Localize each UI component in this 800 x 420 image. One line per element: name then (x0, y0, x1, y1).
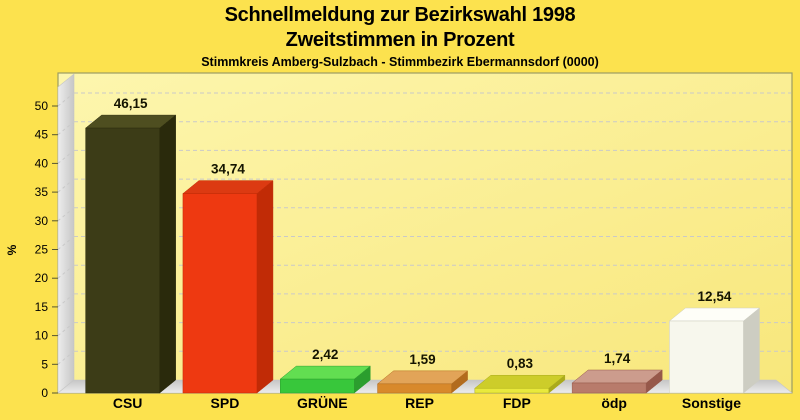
bar-value-label: 2,42 (312, 347, 338, 362)
bar-value-label: 12,54 (698, 289, 732, 304)
bar-side-CSU (159, 114, 176, 394)
chart-title-line1: Schnellmeldung zur Bezirkswahl 1998 (224, 4, 576, 26)
x-category-label: ödp (601, 395, 627, 411)
bar-REP (377, 383, 452, 394)
bar-value-label: 34,74 (211, 162, 245, 177)
bar-CSU (85, 127, 160, 394)
y-tick-label: 35 (35, 185, 49, 199)
bar-top-ödp (571, 369, 663, 384)
y-tick-label: 5 (41, 357, 48, 371)
bar-value-label: 1,74 (604, 351, 631, 366)
bar-top-SPD (182, 180, 274, 194)
chart-title-line2: Zweitstimmen in Prozent (285, 29, 515, 51)
bar-FDP (474, 387, 550, 394)
bar-SPD (182, 193, 258, 394)
y-tick-label: 0 (41, 386, 48, 400)
x-category-label: GRÜNE (297, 395, 348, 411)
bar-ödp (571, 382, 647, 394)
x-category-label: CSU (113, 395, 143, 411)
bar-side-Sonstige (743, 307, 760, 394)
bar-side-SPD (256, 180, 274, 394)
y-tick-label: 45 (35, 128, 49, 142)
bar-value-label: 46,15 (114, 96, 148, 111)
bar-GRÜNE (280, 378, 355, 394)
y-tick-label: 50 (35, 99, 49, 113)
bar-top-FDP (474, 374, 566, 389)
bar-value-label: 0,83 (507, 356, 534, 371)
x-category-label: Sonstige (682, 395, 741, 411)
bar-value-label: 1,59 (409, 352, 435, 367)
bar-top-Sonstige (668, 307, 761, 322)
x-category-label: REP (405, 395, 434, 411)
bar-top-REP (376, 370, 469, 385)
x-category-label: SPD (211, 395, 240, 411)
bar-top-GRÜNE (279, 365, 371, 380)
bar-Sonstige (669, 320, 744, 394)
y-tick-label: 40 (35, 156, 49, 170)
chart-subtitle: Stimmkreis Amberg-Sulzbach - Stimmbezirk… (201, 55, 599, 69)
bar-top-CSU (84, 114, 177, 129)
x-category-label: FDP (503, 395, 531, 411)
y-tick-label: 15 (35, 300, 49, 314)
axis-wall-3d (57, 73, 75, 394)
y-tick-label: 25 (35, 243, 49, 257)
y-tick-label: 10 (35, 329, 49, 343)
y-axis-label: % (5, 244, 19, 255)
y-tick-label: 30 (35, 214, 49, 228)
y-tick-label: 20 (35, 271, 49, 285)
